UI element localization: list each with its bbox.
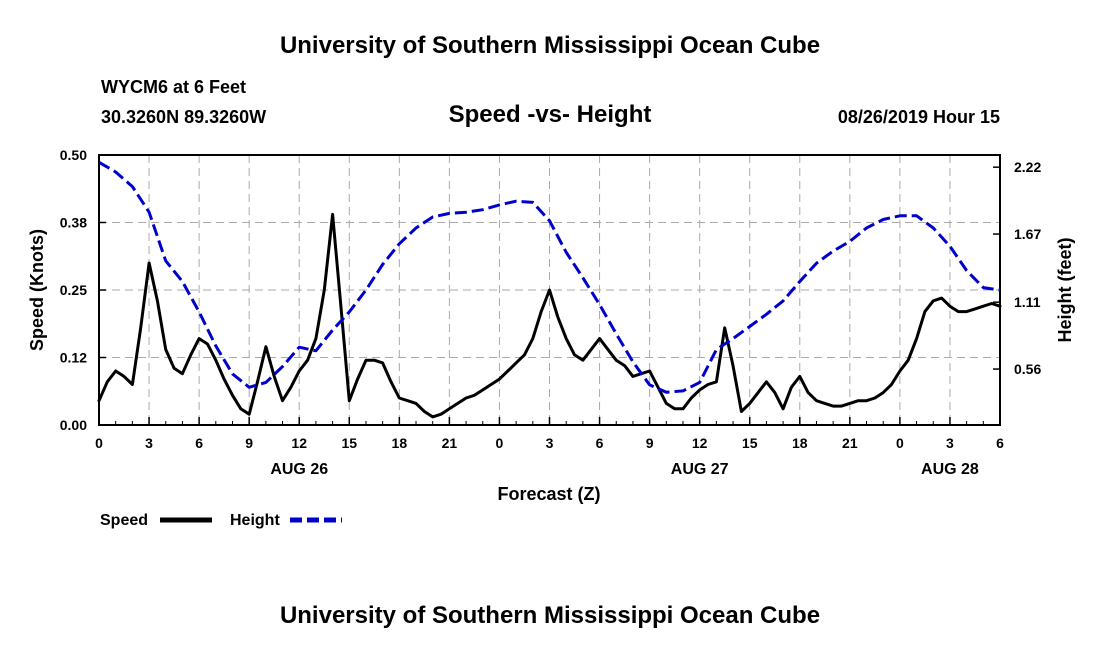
legend: Speed Height [100, 512, 342, 529]
date-label: AUG 26 [270, 461, 328, 478]
chart-subtitle: Speed -vs- Height [448, 101, 652, 128]
legend-height-label: Height [230, 512, 280, 529]
x-tick-label: 9 [245, 435, 253, 451]
speed-series-line [97, 212, 1002, 419]
legend-speed-label: Speed [100, 512, 148, 529]
x-tick-label: 6 [596, 435, 604, 451]
date-label: AUG 27 [671, 461, 729, 478]
x-tick-label: 12 [692, 435, 708, 451]
footer-title: University of Southern Mississippi Ocean… [279, 602, 821, 629]
series-layer [97, 161, 1002, 419]
coordinates-label: 30.3260N 89.3260W [101, 107, 267, 127]
x-tick-label: 0 [95, 435, 103, 451]
x-tick-label: 6 [195, 435, 203, 451]
y-tick-label: 0.38 [60, 215, 87, 231]
y2-axis-label: Height (feet) [1055, 238, 1075, 343]
station-label: WYCM6 at 6 Feet [101, 77, 247, 97]
x-tick-label: 15 [742, 435, 758, 451]
x-tick-label: 6 [996, 435, 1004, 451]
y2-tick-label: 2.22 [1014, 159, 1041, 175]
y-tick-label: 0.00 [60, 417, 87, 433]
x-tick-label: 21 [442, 435, 458, 451]
x-tick-label: 21 [842, 435, 858, 451]
y-tick-label: 0.12 [60, 350, 87, 366]
x-tick-label: 18 [392, 435, 408, 451]
x-tick-label: 9 [646, 435, 654, 451]
x-tick-label: 15 [341, 435, 357, 451]
page-title: University of Southern Mississippi Ocean… [279, 32, 821, 59]
y-axis-label: Speed (Knots) [27, 229, 47, 351]
date-label: AUG 28 [921, 461, 979, 478]
x-tick-label: 3 [946, 435, 954, 451]
x-tick-label: 12 [291, 435, 307, 451]
x-tick-label: 3 [546, 435, 554, 451]
height-series-line [98, 161, 1001, 394]
y-tick-label: 0.50 [60, 147, 87, 163]
x-tick-label: 0 [496, 435, 504, 451]
y2-tick-label: 1.11 [1014, 294, 1041, 310]
x-axis-label: Forecast (Z) [497, 484, 600, 504]
y-tick-label: 0.25 [60, 282, 87, 298]
x-tick-label: 3 [145, 435, 153, 451]
x-tick-label: 0 [896, 435, 904, 451]
y2-tick-label: 0.56 [1014, 361, 1041, 377]
axis-layer: 0.00 0.12 0.25 0.38 0.50 0.56 1.11 1.67 2.22 0 3 6 9… [60, 147, 1042, 478]
y2-tick-label: 1.67 [1014, 226, 1041, 242]
forecast-datetime: 08/26/2019 Hour 15 [837, 107, 1000, 127]
x-tick-label: 18 [792, 435, 808, 451]
